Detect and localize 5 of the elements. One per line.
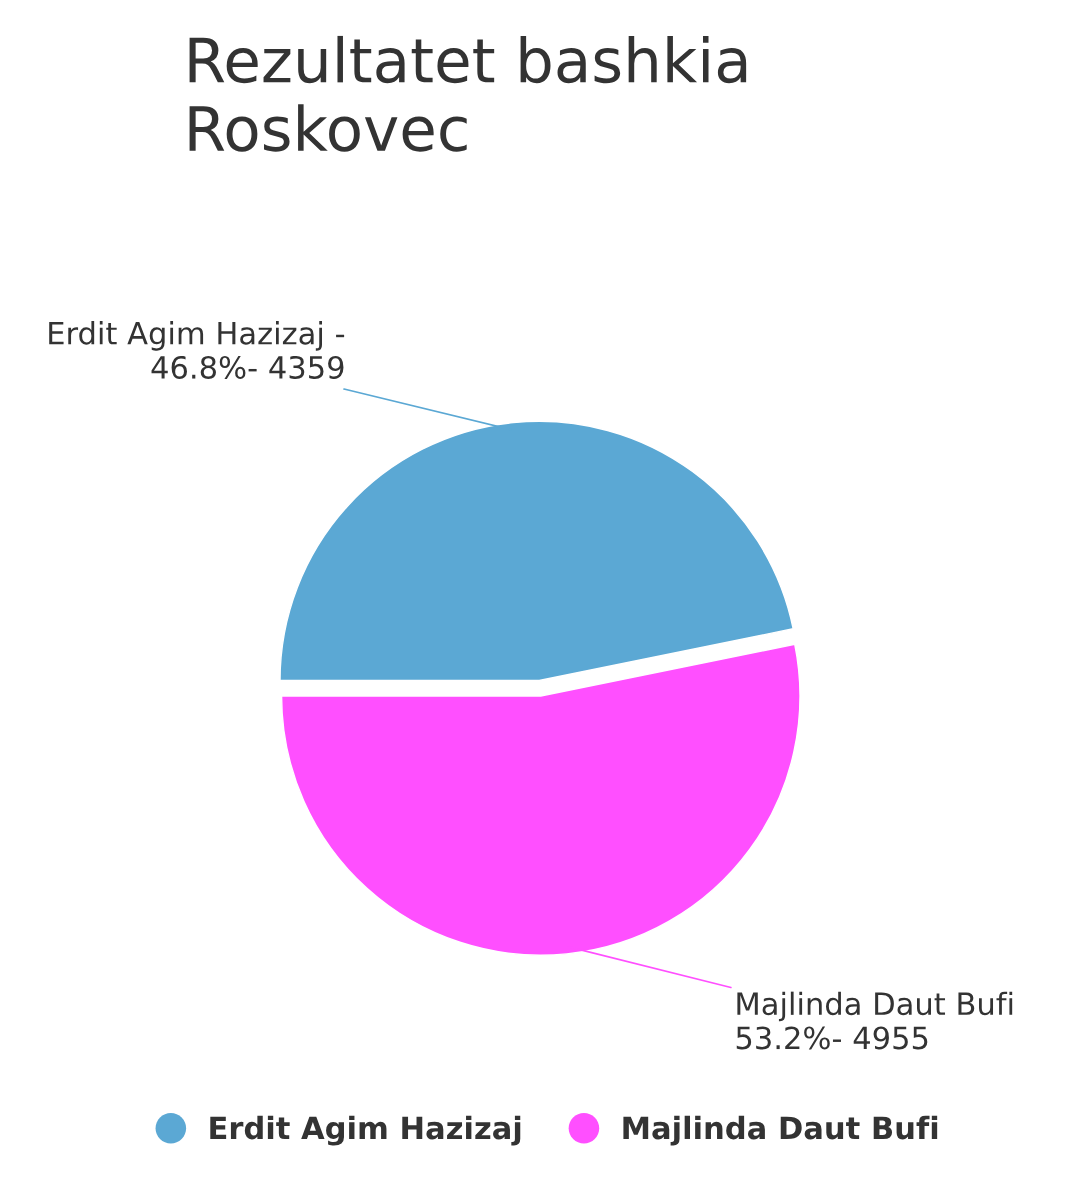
chart-title: Rezultatet bashkia Roskovec — [189, 35, 747, 152]
text: Erdit Agim Hazizaj - 46.8%- 4359 — [49, 321, 345, 379]
legend-label: Erdit Agim Hazizaj — [210, 1115, 521, 1146]
text: Majlinda Daut Bufi 53.2%- 4955 — [736, 991, 1013, 1050]
legend-label: Majlinda Daut Bufi — [623, 1115, 938, 1146]
